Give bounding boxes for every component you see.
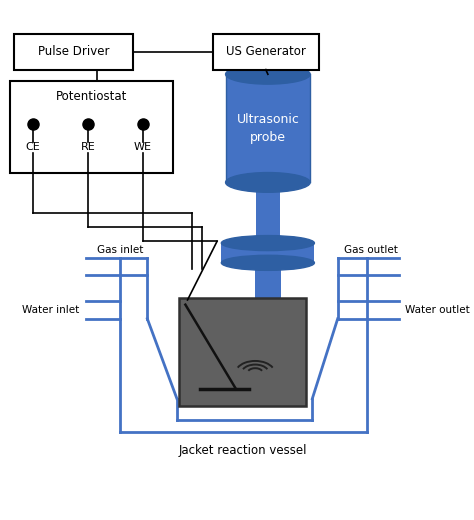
Text: Water outlet: Water outlet [405,305,470,315]
Text: WE: WE [134,142,152,152]
Ellipse shape [221,255,314,270]
FancyBboxPatch shape [10,81,173,173]
Text: Gas outlet: Gas outlet [344,244,398,255]
FancyBboxPatch shape [256,183,280,191]
FancyBboxPatch shape [213,34,319,70]
FancyBboxPatch shape [226,74,310,183]
Text: CE: CE [26,142,40,152]
Ellipse shape [226,64,310,84]
Text: US Generator: US Generator [226,45,306,58]
Text: Gas inlet: Gas inlet [97,244,143,255]
FancyBboxPatch shape [255,263,281,352]
FancyBboxPatch shape [14,34,133,70]
Ellipse shape [221,236,314,251]
FancyBboxPatch shape [256,183,280,243]
Text: Pulse Driver: Pulse Driver [37,45,109,58]
Text: Jacket reaction vessel: Jacket reaction vessel [178,444,307,457]
Text: Water inlet: Water inlet [22,305,80,315]
Ellipse shape [226,173,310,192]
FancyBboxPatch shape [179,297,306,406]
Text: Ultrasonic
probe: Ultrasonic probe [237,113,299,144]
Text: RE: RE [81,142,95,152]
Text: Potentiostat: Potentiostat [55,90,127,103]
FancyBboxPatch shape [221,243,314,263]
